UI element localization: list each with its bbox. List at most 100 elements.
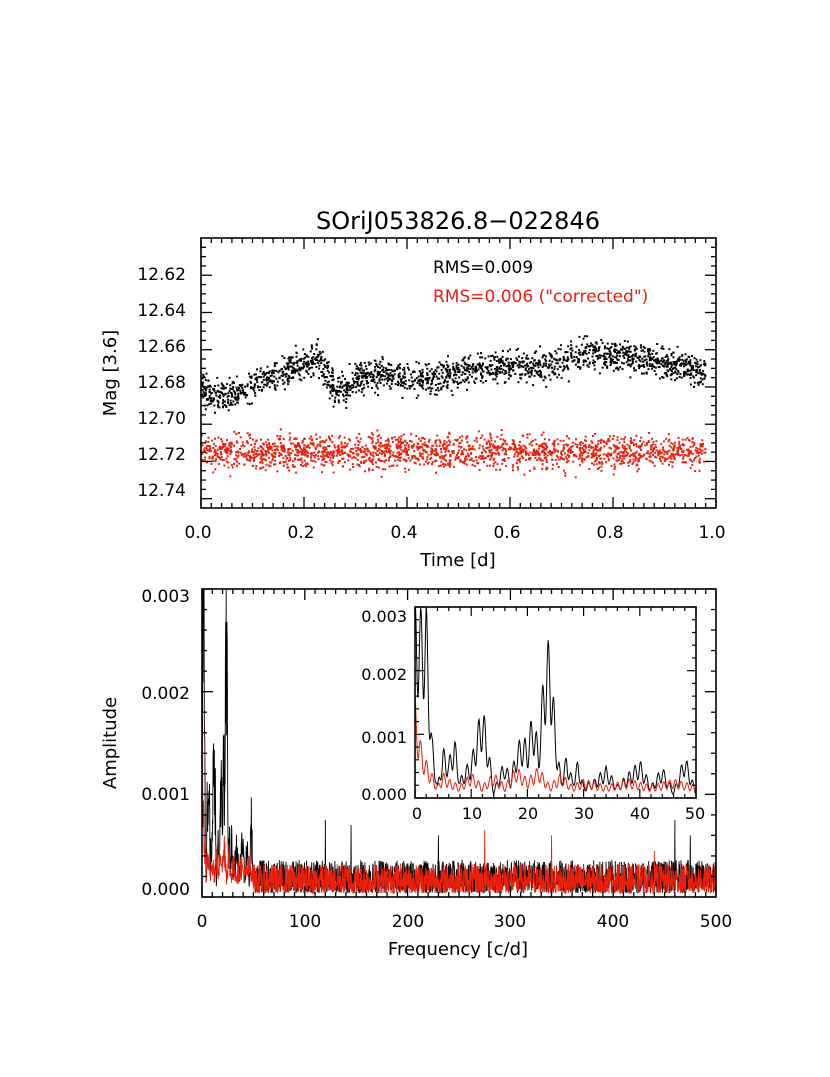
- raw-data-point: [687, 373, 690, 376]
- raw-data-point: [675, 377, 678, 380]
- corrected-data-point: [221, 459, 224, 461]
- corrected-data-point: [215, 452, 217, 455]
- corrected-data-point: [360, 449, 363, 452]
- corrected-data-point: [553, 440, 556, 443]
- corrected-data-point: [320, 440, 323, 443]
- corrected-data-point: [423, 450, 426, 453]
- raw-data-point: [583, 350, 586, 353]
- raw-data-point: [382, 366, 385, 369]
- corrected-data-point: [639, 449, 642, 451]
- raw-data-point: [616, 358, 619, 361]
- raw-data-point: [661, 376, 664, 378]
- corrected-data-point: [388, 465, 391, 468]
- corrected-data-point: [612, 444, 615, 447]
- raw-data-point: [691, 354, 693, 357]
- corrected-data-point: [605, 461, 607, 464]
- corrected-data-point: [543, 447, 546, 450]
- raw-data-point: [533, 359, 535, 362]
- raw-data-point: [377, 372, 380, 375]
- corrected-data-point: [276, 445, 279, 448]
- raw-data-point: [360, 367, 363, 370]
- corrected-data-point: [663, 460, 666, 463]
- raw-data-point: [384, 369, 387, 372]
- corrected-data-point: [395, 443, 398, 446]
- raw-data-point: [352, 380, 355, 383]
- corrected-data-point: [428, 438, 431, 441]
- corrected-data-point: [551, 458, 553, 461]
- raw-data-point: [548, 374, 551, 377]
- corrected-data-point: [389, 450, 392, 452]
- raw-data-point: [239, 391, 242, 394]
- corrected-data-point: [452, 450, 455, 453]
- raw-data-point: [273, 386, 276, 389]
- corrected-data-point: [619, 456, 621, 459]
- corrected-data-point: [681, 457, 684, 460]
- raw-data-point: [226, 383, 228, 386]
- rms-corrected-label: RMS=0.006 ("corrected"): [433, 287, 648, 307]
- raw-data-point: [466, 366, 469, 369]
- raw-data-point: [496, 373, 499, 376]
- corrected-data-point: [379, 445, 382, 448]
- raw-data-point: [378, 378, 381, 381]
- corrected-data-point: [209, 449, 212, 452]
- raw-data-point: [296, 360, 299, 363]
- corrected-data-point: [569, 451, 572, 454]
- raw-data-point: [670, 378, 673, 381]
- raw-data-point: [661, 360, 664, 363]
- corrected-data-point: [387, 442, 390, 445]
- raw-data-point: [345, 394, 348, 397]
- raw-data-point: [588, 362, 591, 365]
- corrected-data-point: [295, 471, 298, 474]
- raw-data-point: [373, 359, 376, 362]
- corrected-data-point: [303, 447, 306, 450]
- raw-data-point: [236, 398, 239, 401]
- raw-data-point: [460, 364, 463, 367]
- corrected-data-point: [242, 444, 245, 447]
- raw-data-point: [358, 368, 361, 371]
- corrected-data-point: [410, 444, 413, 447]
- raw-data-point: [316, 353, 319, 356]
- raw-data-point: [447, 375, 450, 377]
- raw-data-point: [643, 372, 646, 375]
- corrected-data-point: [489, 443, 491, 446]
- corrected-data-point: [445, 449, 448, 452]
- raw-data-point: [460, 381, 463, 384]
- raw-data-point: [648, 348, 651, 350]
- raw-data-point: [237, 394, 240, 397]
- corrected-data-point: [454, 456, 457, 459]
- raw-data-point: [326, 383, 329, 386]
- raw-data-point: [649, 353, 652, 356]
- pg-ytick-label: 0.000: [141, 880, 190, 900]
- raw-data-point: [330, 385, 333, 388]
- corrected-data-point: [242, 455, 245, 458]
- raw-data-point: [539, 369, 541, 372]
- corrected-data-point: [599, 454, 602, 457]
- raw-data-point: [268, 370, 271, 373]
- raw-data-point: [592, 345, 595, 348]
- raw-data-point: [631, 355, 634, 358]
- corrected-data-point: [572, 460, 575, 463]
- corrected-data-point: [480, 456, 483, 459]
- corrected-data-point: [235, 440, 238, 443]
- corrected-data-point: [363, 447, 366, 450]
- raw-data-point: [346, 383, 349, 386]
- corrected-data-point: [396, 464, 399, 467]
- raw-data-point: [559, 358, 562, 360]
- raw-data-point: [476, 352, 479, 355]
- raw-data-point: [333, 387, 336, 390]
- corrected-data-point: [319, 445, 322, 447]
- corrected-data-point: [489, 454, 492, 457]
- raw-data-point: [662, 376, 665, 379]
- corrected-data-point: [559, 439, 562, 442]
- raw-data-point: [684, 364, 687, 367]
- raw-data-point: [525, 381, 528, 384]
- raw-data-point: [391, 376, 394, 378]
- raw-data-point: [217, 384, 220, 387]
- raw-data-point: [380, 374, 383, 377]
- raw-data-point: [457, 370, 459, 373]
- corrected-data-point: [323, 450, 326, 453]
- raw-data-point: [202, 391, 205, 394]
- corrected-data-point: [495, 468, 498, 471]
- corrected-data-point: [578, 442, 581, 445]
- corrected-data-point: [469, 448, 472, 451]
